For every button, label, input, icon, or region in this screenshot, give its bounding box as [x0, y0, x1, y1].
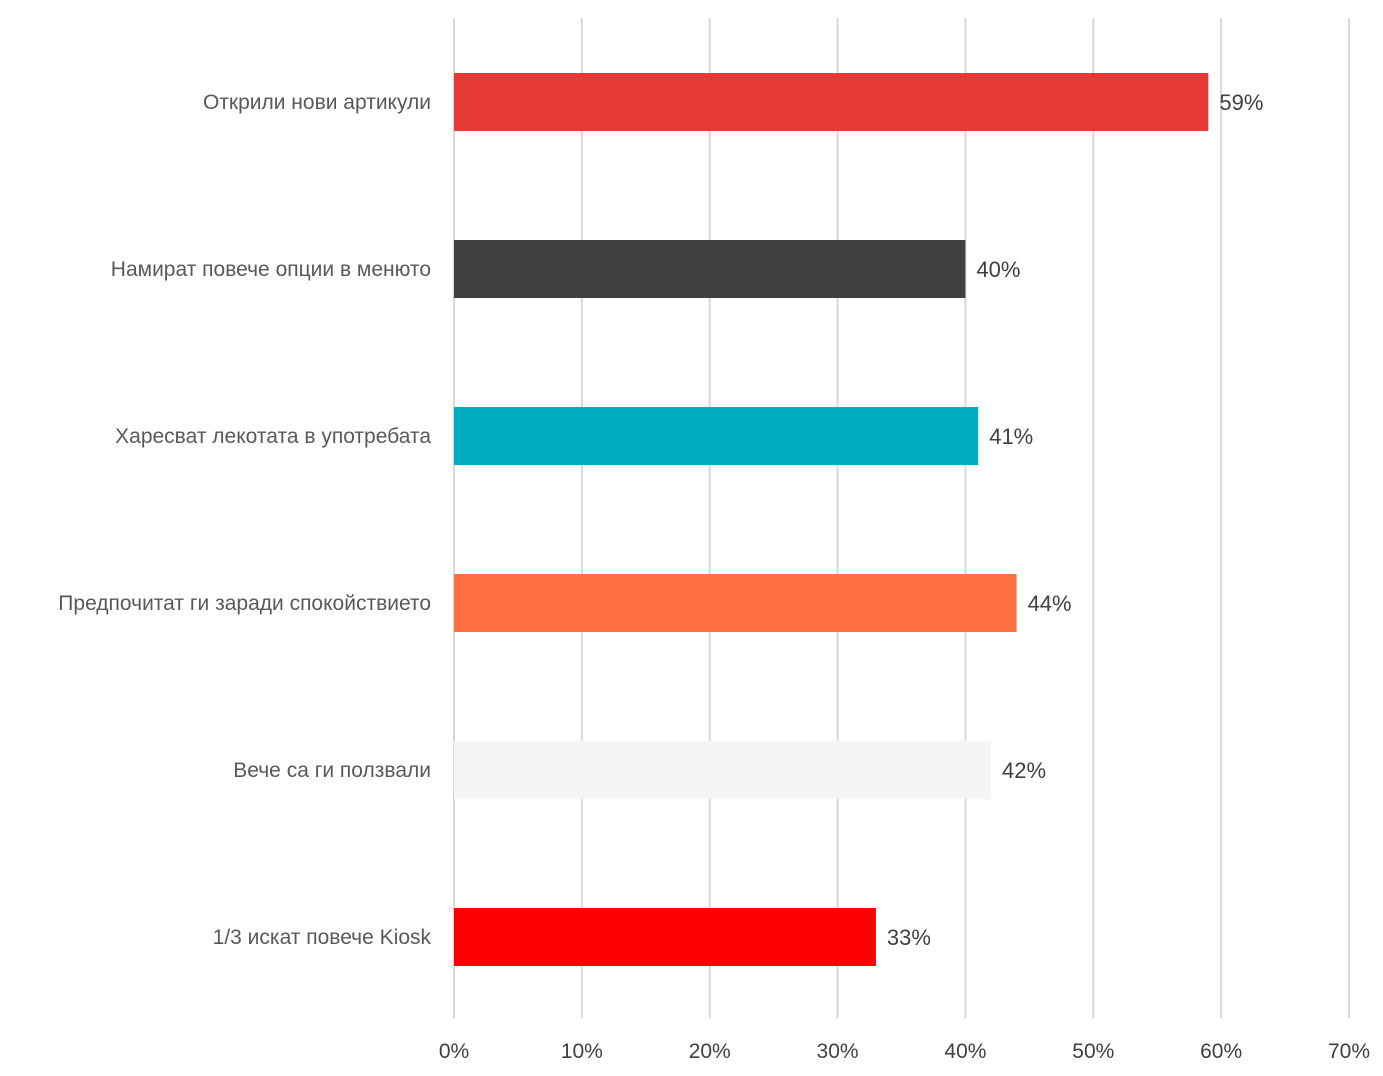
x-tick-label-30: 30% — [817, 1040, 859, 1063]
category-label-4: Вече са ги ползвали — [233, 759, 431, 782]
bar-4 — [454, 741, 991, 799]
category-label-0: Открили нови артикули — [203, 91, 431, 114]
category-label-2: Харесват лекотата в употребата — [115, 425, 431, 448]
x-tick-label-10: 10% — [561, 1040, 603, 1063]
data-label-0: 59% — [1219, 90, 1263, 115]
category-label-3: Предпочитат ги заради спокойствието — [58, 592, 431, 615]
x-axis-tick-labels: 0% 10% 20% 30% 40% 50% 60% 70% — [439, 1040, 1370, 1063]
x-tick-label-70: 70% — [1328, 1040, 1370, 1063]
category-label-5: 1/3 искат повече Kiosk — [213, 926, 432, 949]
grid-lines — [453, 18, 1350, 1018]
bar-5 — [454, 908, 876, 966]
category-label-1: Намират повече опции в менюто — [111, 258, 431, 281]
data-label-5: 33% — [887, 925, 931, 950]
data-label-1: 40% — [976, 257, 1020, 282]
x-tick-label-40: 40% — [944, 1040, 986, 1063]
category-labels: Открили нови артикули Намират повече опци… — [58, 91, 431, 949]
bar-2 — [454, 407, 979, 465]
x-tick-label-60: 60% — [1200, 1040, 1242, 1063]
data-label-4: 42% — [1002, 758, 1046, 783]
data-label-3: 44% — [1028, 591, 1072, 616]
bar-1 — [454, 240, 966, 298]
bar-3 — [454, 574, 1017, 632]
x-tick-label-0: 0% — [439, 1040, 469, 1063]
bar-0 — [454, 73, 1209, 131]
x-tick-label-50: 50% — [1072, 1040, 1114, 1063]
bars — [454, 73, 1209, 966]
data-label-2: 41% — [989, 424, 1033, 449]
x-tick-label-20: 20% — [689, 1040, 731, 1063]
data-labels: 59% 40% 41% 44% 42% 33% — [887, 90, 1263, 950]
